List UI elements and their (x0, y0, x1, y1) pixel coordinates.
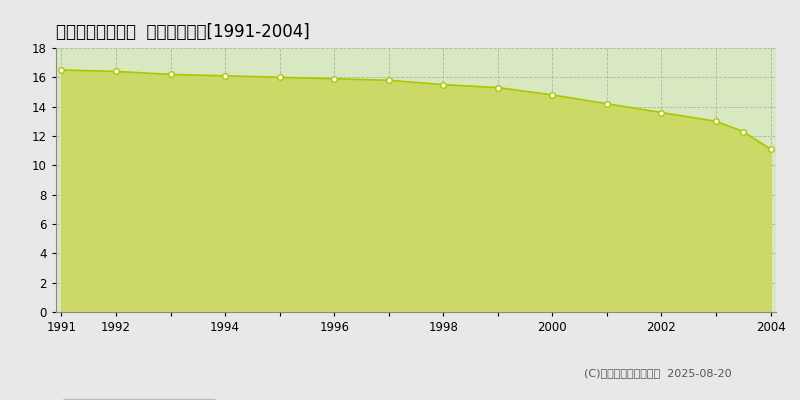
Legend: 公示地価  平均坪単価(万円/坪): 公示地価 平均坪単価(万円/坪) (62, 399, 215, 400)
Text: 比企郡川島町角泉  公示地価推移[1991-2004]: 比企郡川島町角泉 公示地価推移[1991-2004] (56, 23, 310, 41)
Text: (C)土地価格ドットコム  2025-08-20: (C)土地価格ドットコム 2025-08-20 (584, 368, 732, 378)
